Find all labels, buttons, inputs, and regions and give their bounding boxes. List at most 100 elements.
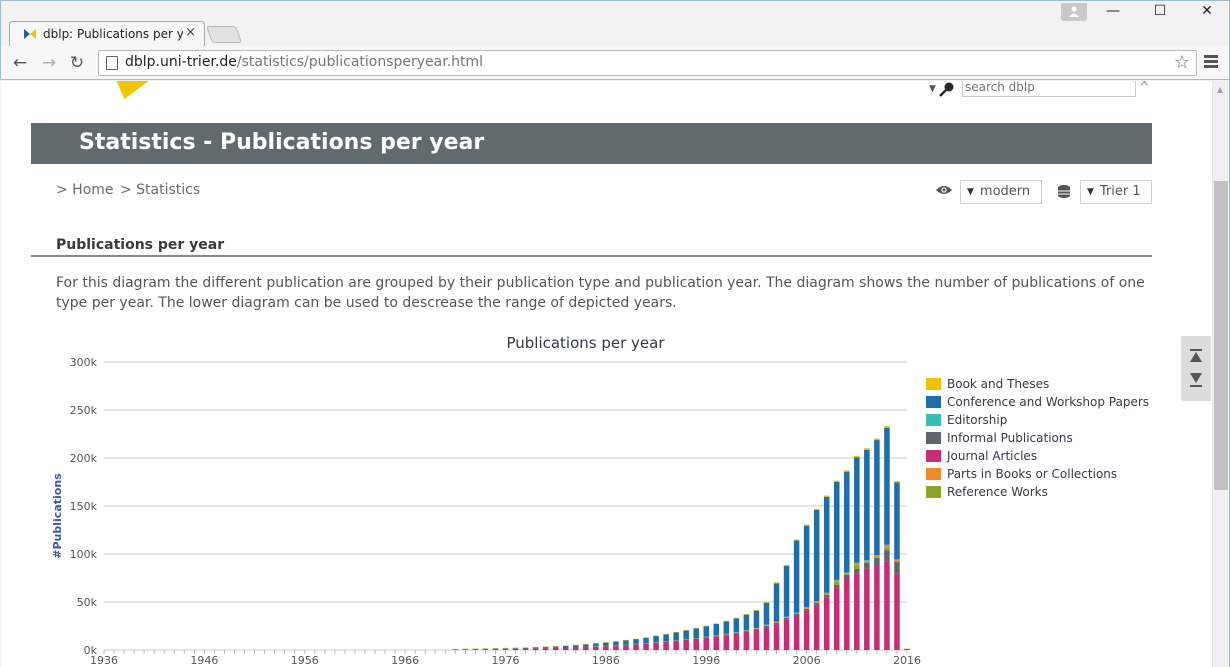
page-scrollbar[interactable]: ▲	[1212, 81, 1229, 667]
bar-segment[interactable]	[743, 630, 750, 631]
bar-segment[interactable]	[844, 471, 850, 573]
bar-segment[interactable]	[844, 574, 850, 575]
bar-segment[interactable]	[753, 609, 760, 611]
bar-segment[interactable]	[723, 634, 730, 636]
bar-segment[interactable]	[783, 565, 790, 617]
bar-segment[interactable]	[673, 640, 679, 641]
bar-segment[interactable]	[753, 628, 760, 629]
bar-segment[interactable]	[583, 644, 589, 645]
legend-label[interactable]: Book and Theses	[947, 377, 1049, 391]
bar-segment[interactable]	[683, 639, 689, 640]
bar-segment[interactable]	[864, 568, 870, 650]
mirror-dropdown[interactable]: ▼ Trier 1	[1080, 180, 1152, 204]
bar-segment[interactable]	[874, 555, 880, 557]
legend-swatch[interactable]	[926, 378, 941, 390]
breadcrumb-home-link[interactable]: > Home	[56, 182, 114, 198]
bar-segment[interactable]	[894, 481, 900, 483]
bar-segment[interactable]	[773, 621, 780, 623]
bar-segment[interactable]	[673, 640, 679, 642]
browser-menu-icon[interactable]	[1204, 55, 1218, 70]
bar-segment[interactable]	[633, 638, 639, 640]
bar-segment[interactable]	[884, 545, 890, 548]
bar-segment[interactable]	[703, 637, 710, 638]
search-input[interactable]	[962, 81, 1136, 97]
bar-segment[interactable]	[813, 604, 820, 650]
address-bar[interactable]: dblp.uni-trier.de/statistics/publication…	[98, 50, 1197, 76]
bar-segment[interactable]	[743, 614, 750, 615]
bar-segment[interactable]	[663, 634, 669, 642]
bar-segment[interactable]	[803, 524, 810, 526]
url-text[interactable]: dblp.uni-trier.de/statistics/publication…	[125, 54, 484, 70]
bar-segment[interactable]	[864, 448, 870, 450]
bar-segment[interactable]	[844, 573, 850, 575]
bar-segment[interactable]	[854, 457, 860, 563]
bar-segment[interactable]	[844, 574, 850, 578]
bar-segment[interactable]	[653, 642, 659, 643]
bar-segment[interactable]	[813, 601, 820, 602]
bar-segment[interactable]	[613, 645, 619, 650]
bar-segment[interactable]	[773, 583, 780, 622]
legend-label[interactable]: Parts in Books or Collections	[947, 467, 1117, 481]
bar-segment[interactable]	[713, 623, 720, 636]
bar-segment[interactable]	[743, 631, 750, 650]
view-mode-dropdown[interactable]: ▼ modern	[960, 180, 1042, 204]
bar-segment[interactable]	[904, 649, 910, 650]
bar-segment[interactable]	[864, 560, 870, 561]
bar-segment[interactable]	[733, 633, 740, 650]
bar-segment[interactable]	[743, 630, 750, 632]
bar-segment[interactable]	[643, 643, 649, 644]
bar-segment[interactable]	[703, 637, 710, 638]
bar-segment[interactable]	[633, 644, 639, 650]
legend-label[interactable]: Editorship	[947, 413, 1007, 427]
bar-segment[interactable]	[542, 646, 549, 649]
bar-segment[interactable]	[874, 565, 880, 650]
bar-segment[interactable]	[552, 647, 559, 650]
bar-segment[interactable]	[823, 593, 830, 595]
bar-segment[interactable]	[623, 644, 629, 650]
legend-label[interactable]: Reference Works	[947, 485, 1048, 499]
bar-segment[interactable]	[854, 562, 860, 564]
legend-swatch[interactable]	[926, 414, 941, 426]
bar-segment[interactable]	[693, 627, 699, 629]
bar-segment[interactable]	[643, 643, 649, 650]
bar-segment[interactable]	[874, 440, 880, 556]
tab-close-icon[interactable]: ×	[185, 25, 196, 40]
forward-button[interactable]: →	[41, 53, 57, 73]
bar-segment[interactable]	[522, 648, 529, 650]
reload-button[interactable]: ↻	[69, 53, 85, 73]
bar-segment[interactable]	[803, 610, 810, 650]
bar-segment[interactable]	[763, 601, 770, 603]
bar-segment[interactable]	[813, 509, 820, 602]
bar-segment[interactable]	[874, 438, 880, 441]
scroll-thumb[interactable]	[1214, 181, 1228, 490]
bar-segment[interactable]	[773, 622, 780, 625]
bar-segment[interactable]	[693, 628, 699, 638]
bar-segment[interactable]	[472, 648, 479, 650]
bar-segment[interactable]	[512, 647, 519, 649]
bar-segment[interactable]	[663, 641, 669, 642]
bar-segment[interactable]	[884, 550, 890, 562]
bar-segment[interactable]	[603, 642, 609, 646]
bar-segment[interactable]	[562, 645, 569, 646]
bar-segment[interactable]	[713, 635, 720, 636]
bar-segment[interactable]	[693, 638, 699, 650]
bar-segment[interactable]	[783, 617, 790, 618]
bar-segment[interactable]	[593, 646, 599, 650]
bar-segment[interactable]	[864, 449, 870, 561]
bar-segment[interactable]	[593, 643, 599, 647]
bar-segment[interactable]	[462, 649, 469, 650]
bar-segment[interactable]	[502, 648, 509, 650]
bar-segment[interactable]	[894, 482, 900, 560]
bookmark-star-icon[interactable]: ☆	[1173, 52, 1190, 73]
bar-segment[interactable]	[623, 644, 629, 646]
bar-segment[interactable]	[823, 495, 830, 497]
bar-segment[interactable]	[773, 622, 780, 623]
bar-segment[interactable]	[854, 568, 860, 574]
bar-segment[interactable]	[733, 632, 740, 634]
new-tab-button[interactable]	[205, 26, 243, 43]
bar-segment[interactable]	[753, 628, 760, 630]
close-window-button[interactable]: ✕	[1201, 3, 1213, 19]
bar-segment[interactable]	[783, 616, 790, 618]
bar-segment[interactable]	[723, 621, 730, 634]
bar-segment[interactable]	[552, 646, 559, 647]
